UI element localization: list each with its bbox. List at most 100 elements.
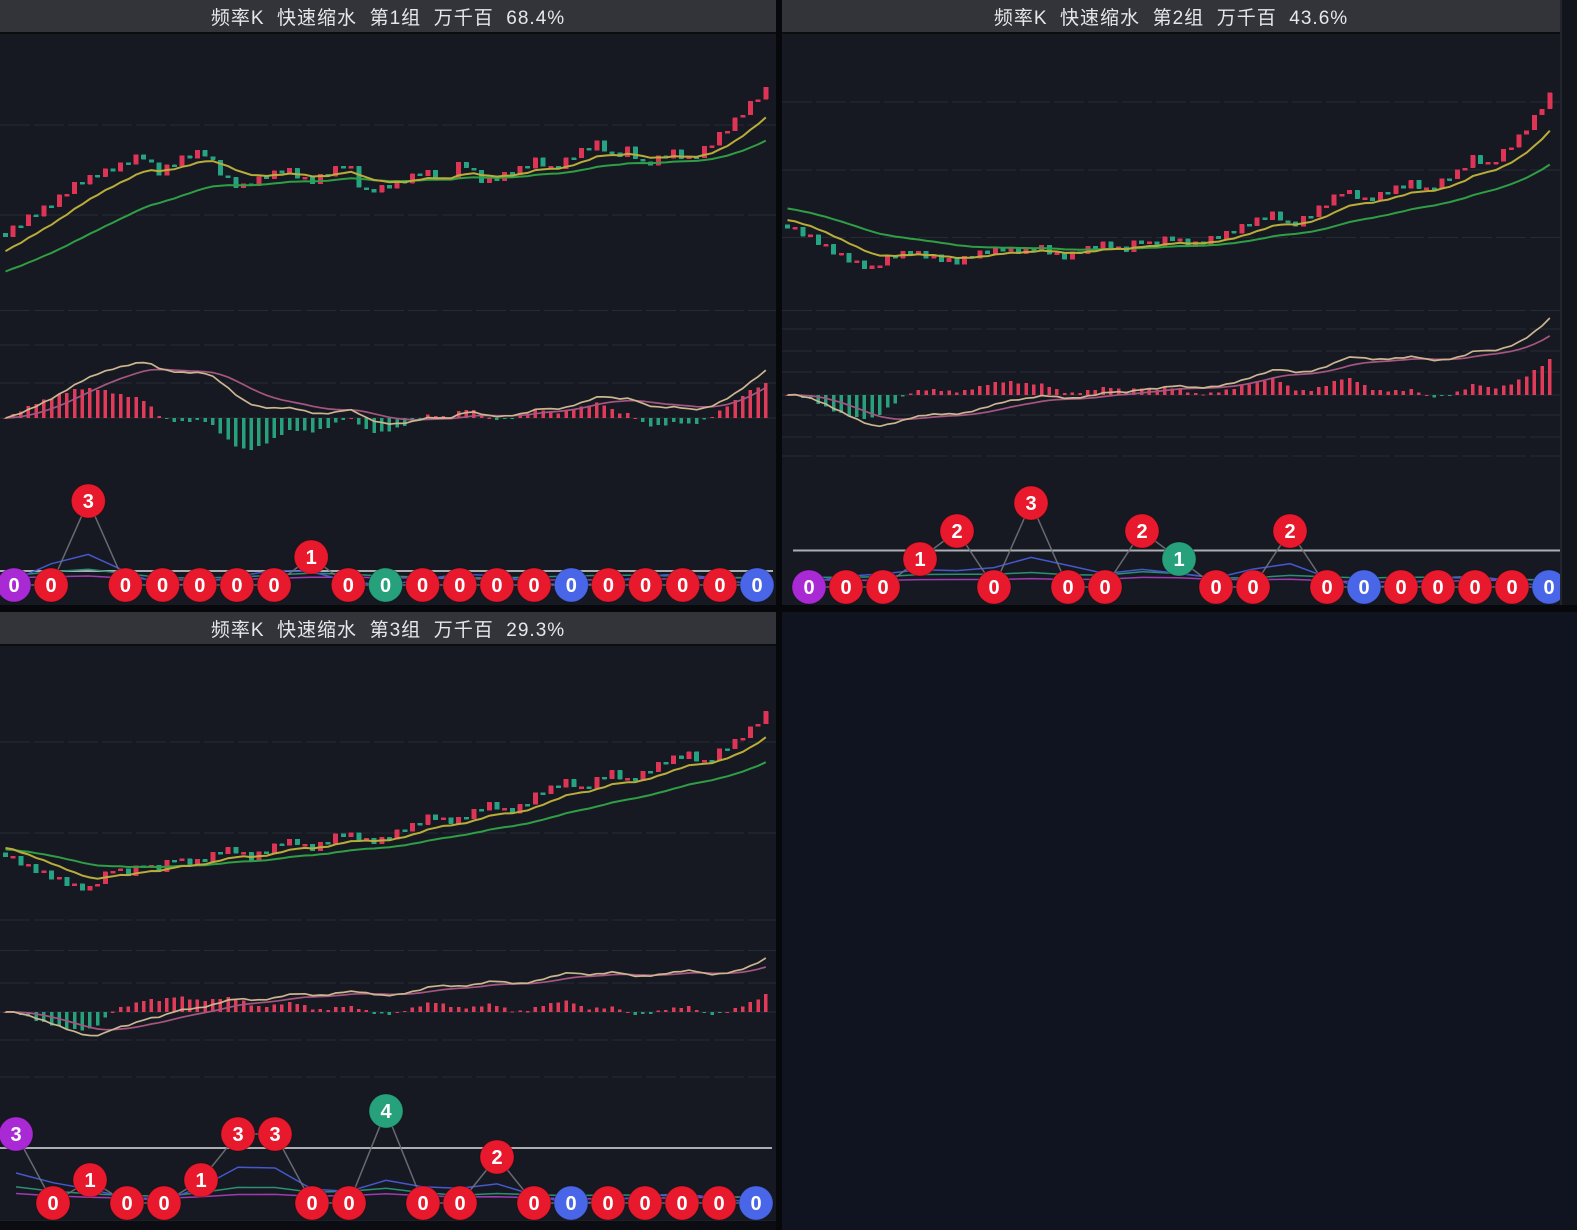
signal-value: 4 [380, 1101, 392, 1123]
signal-marker[interactable]: 0 [553, 567, 589, 603]
right-edge-strip [1560, 0, 1577, 605]
signal-marker[interactable]: 0 [665, 567, 701, 603]
signal-marker[interactable]: 0 [182, 567, 218, 603]
signal-marker[interactable]: 0 [107, 567, 143, 603]
signal-marker[interactable]: 0 [1198, 569, 1234, 605]
signal-marker[interactable]: 0 [976, 569, 1012, 605]
signal-marker[interactable]: 0 [1309, 569, 1345, 605]
signal-marker[interactable]: 1 [293, 539, 329, 575]
signal-value: 0 [231, 575, 242, 597]
vertical-divider [776, 0, 782, 1230]
signal-marker[interactable]: 0 [590, 1185, 626, 1220]
signal-marker[interactable]: 0 [1457, 569, 1493, 605]
signal-marker[interactable]: 0 [1531, 569, 1560, 605]
signal-marker[interactable]: 4 [368, 1093, 404, 1129]
signal-marker[interactable]: 0 [828, 569, 864, 605]
signal-marker[interactable]: 3 [1013, 485, 1049, 521]
chart-panel-group3[interactable]: 频率K 快速缩水 第3组 万千百 29.3% 3 0 1 0 0 1 3 3 0 0 4 0 0 2 0 0 0… [0, 612, 776, 1220]
signal-value: 0 [840, 577, 851, 599]
signal-marker[interactable]: 0 [627, 1185, 663, 1220]
signal-marker[interactable]: 3 [70, 483, 106, 519]
signal-marker[interactable]: 2 [939, 513, 975, 549]
signal-marker[interactable]: 0 [1383, 569, 1419, 605]
signal-marker[interactable]: 0 [791, 569, 827, 605]
signal-marker[interactable]: 0 [664, 1185, 700, 1220]
signal-marker[interactable]: 0 [294, 1185, 330, 1220]
signal-marker[interactable]: 0 [330, 567, 366, 603]
signal-marker[interactable]: 0 [109, 1185, 145, 1220]
signal-marker[interactable]: 0 [1235, 569, 1271, 605]
signal-value: 0 [751, 575, 762, 597]
signal-value: 1 [195, 1170, 206, 1192]
signal-marker[interactable]: 3 [0, 1116, 34, 1152]
signal-value: 0 [1395, 577, 1406, 599]
signal-marker[interactable]: 0 [739, 567, 775, 603]
macd-chart[interactable] [0, 310, 776, 458]
signal-value: 0 [676, 1193, 687, 1215]
signal-chart[interactable]: 0 0 3 0 0 0 0 0 1 0 0 0 0 0 0 0 0 0 0 0 0 [0, 458, 776, 605]
signal-marker[interactable]: 2 [1124, 513, 1160, 549]
signal-marker[interactable]: 1 [183, 1162, 219, 1198]
signal-value: 1 [1173, 549, 1184, 571]
candlestick-chart[interactable] [782, 32, 1560, 310]
signal-marker[interactable]: 0 [628, 567, 663, 603]
signal-marker[interactable]: 1 [72, 1162, 108, 1198]
signal-marker[interactable]: 0 [368, 567, 403, 603]
signal-value: 2 [491, 1147, 502, 1169]
signal-marker[interactable]: 3 [257, 1116, 293, 1152]
macd-chart[interactable] [782, 310, 1560, 462]
signal-marker[interactable]: 0 [256, 567, 292, 603]
signal-value: 0 [640, 575, 651, 597]
signal-value: 0 [1062, 577, 1073, 599]
signal-marker[interactable]: 3 [220, 1116, 256, 1152]
signal-marker[interactable]: 0 [442, 1185, 478, 1220]
signal-marker[interactable]: 1 [902, 541, 938, 577]
signal-marker[interactable]: 2 [479, 1139, 515, 1175]
signal-marker[interactable]: 0 [35, 1185, 71, 1220]
signal-marker[interactable]: 0 [442, 567, 478, 603]
signal-marker[interactable]: 0 [1346, 569, 1382, 605]
signal-marker[interactable]: 0 [33, 567, 69, 603]
signal-value: 0 [194, 575, 205, 597]
signal-marker[interactable]: 0 [702, 567, 738, 603]
signal-marker[interactable]: 0 [1420, 569, 1456, 605]
signal-marker[interactable]: 0 [405, 567, 441, 603]
signal-marker[interactable]: 0 [145, 567, 181, 603]
signal-marker[interactable]: 0 [590, 567, 626, 603]
signal-marker[interactable]: 1 [1161, 541, 1197, 577]
signal-marker[interactable]: 0 [516, 567, 552, 603]
signal-value: 0 [454, 1193, 465, 1215]
panel-title: 频率K 快速缩水 第3组 万千百 29.3% [210, 619, 566, 641]
signal-value: 0 [603, 575, 614, 597]
signal-marker[interactable]: 0 [701, 1185, 737, 1220]
signal-value: 0 [1358, 577, 1369, 599]
signal-marker[interactable]: 0 [1494, 569, 1530, 605]
signal-marker[interactable]: 0 [0, 567, 32, 603]
empty-chart-slot [782, 612, 1577, 1230]
signal-marker[interactable]: 0 [219, 567, 255, 603]
ma-fast-line [4, 116, 767, 253]
signal-value: 0 [1247, 577, 1258, 599]
signal-marker[interactable]: 0 [479, 567, 515, 603]
signal-value: 3 [232, 1124, 243, 1146]
signal-marker[interactable]: 0 [1050, 569, 1086, 605]
signal-value: 0 [1506, 577, 1517, 599]
signal-marker[interactable]: 0 [738, 1185, 774, 1220]
signal-marker[interactable]: 0 [405, 1185, 441, 1220]
candlestick-chart[interactable] [0, 644, 776, 950]
signal-marker[interactable]: 0 [1087, 569, 1123, 605]
candlestick-chart[interactable] [0, 32, 776, 310]
dea-line [5, 368, 767, 421]
signal-marker[interactable]: 2 [1272, 513, 1308, 549]
signal-marker[interactable]: 0 [865, 569, 901, 605]
macd-chart[interactable] [0, 950, 776, 1090]
signal-marker[interactable]: 0 [516, 1185, 552, 1220]
signal-marker[interactable]: 0 [553, 1185, 589, 1220]
signal-chart[interactable]: 3 0 1 0 0 1 3 3 0 0 4 0 0 2 0 0 0 0 0 0 0 [0, 1090, 776, 1220]
signal-marker[interactable]: 0 [146, 1185, 182, 1220]
signal-marker[interactable]: 0 [331, 1185, 367, 1220]
signal-chart[interactable]: 0 0 0 1 2 0 3 0 0 2 1 0 0 2 0 0 0 0 0 0 0 [782, 462, 1560, 605]
